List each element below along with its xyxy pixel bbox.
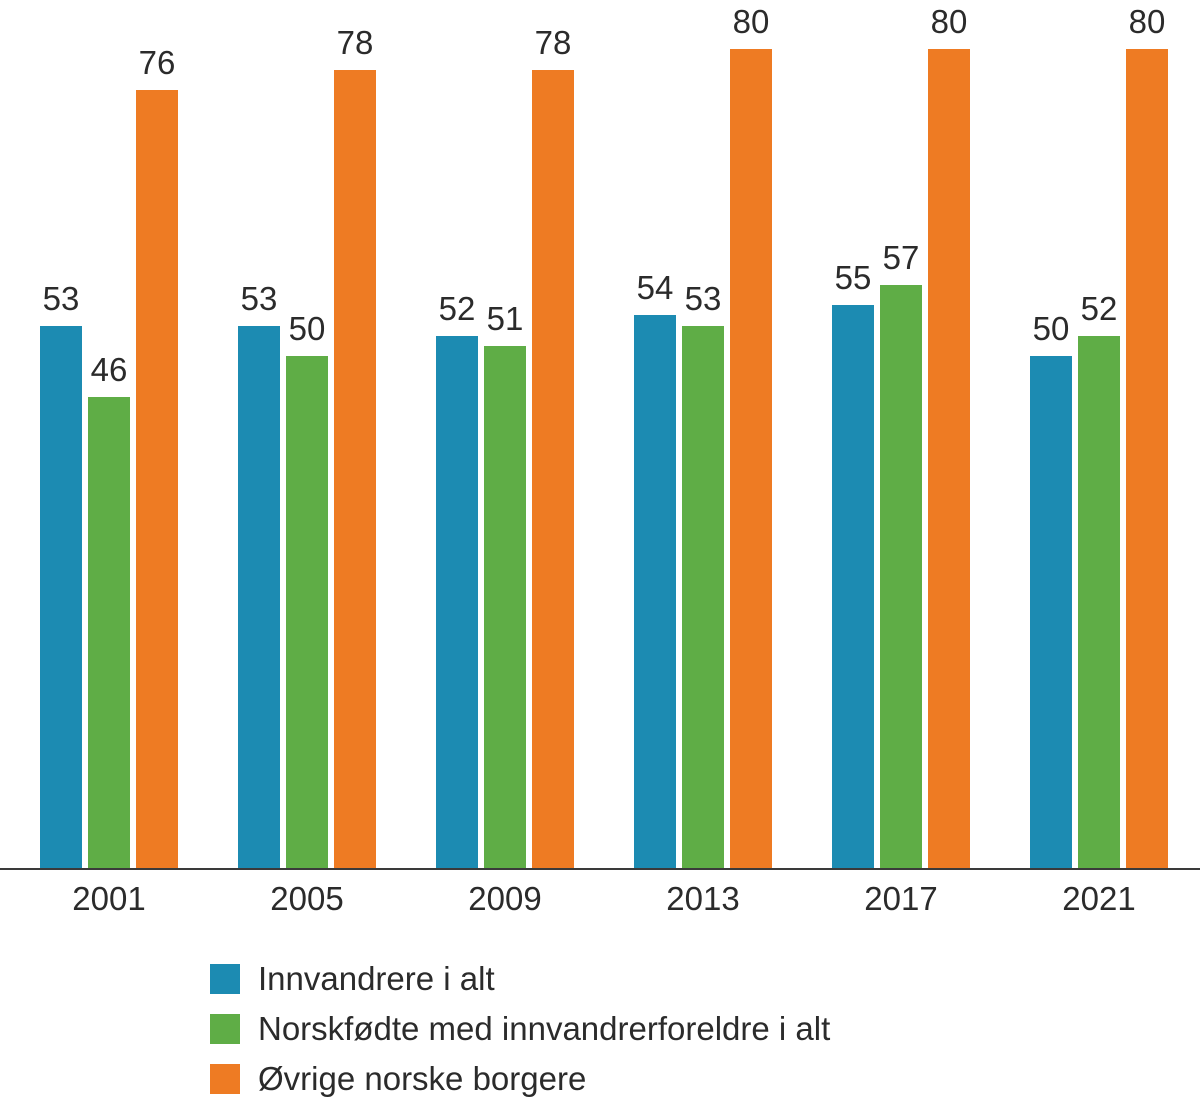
bar-innvandrere — [238, 326, 280, 868]
bar-ovrige — [532, 70, 574, 868]
bar-value-label: 55 — [835, 259, 872, 297]
x-axis-labels: 2001 2005 2009 2013 2017 2021 — [0, 870, 1200, 930]
bar-value-label: 80 — [1129, 3, 1166, 41]
bar-norskfodte — [1078, 336, 1120, 868]
legend-item-innvandrere: Innvandrere i alt — [210, 960, 830, 998]
bar-value-label: 46 — [91, 351, 128, 389]
legend-item-norskfodte: Norskfødte med innvandrerforeldre i alt — [210, 1010, 830, 1048]
legend: Innvandrere i alt Norskfødte med innvandr… — [210, 960, 830, 1110]
legend-label: Norskfødte med innvandrerforeldre i alt — [258, 1010, 830, 1048]
bar-innvandrere — [1030, 356, 1072, 868]
bar-innvandrere — [436, 336, 478, 868]
bar-innvandrere — [40, 326, 82, 868]
bar-norskfodte — [880, 285, 922, 868]
bar-value-label: 51 — [487, 300, 524, 338]
x-tick-label: 2017 — [864, 880, 937, 918]
legend-label: Innvandrere i alt — [258, 960, 495, 998]
bar-value-label: 52 — [439, 290, 476, 328]
legend-label: Øvrige norske borgere — [258, 1060, 586, 1098]
bar-innvandrere — [634, 315, 676, 868]
bar-innvandrere — [832, 305, 874, 868]
bar-norskfodte — [484, 346, 526, 868]
bar-chart: 53 46 76 53 50 78 52 51 78 54 53 80 55 57 80 50 52 80 200… — [0, 0, 1200, 1097]
x-tick-label: 2021 — [1062, 880, 1135, 918]
bar-value-label: 78 — [337, 24, 374, 62]
bar-norskfodte — [286, 356, 328, 868]
bar-value-label: 53 — [43, 280, 80, 318]
bar-ovrige — [1126, 49, 1168, 868]
bar-norskfodte — [682, 326, 724, 868]
bar-value-label: 78 — [535, 24, 572, 62]
bar-norskfodte — [88, 397, 130, 868]
bar-value-label: 76 — [139, 44, 176, 82]
legend-swatch — [210, 1014, 240, 1044]
bar-value-label: 53 — [685, 280, 722, 318]
bar-value-label: 80 — [931, 3, 968, 41]
bar-ovrige — [730, 49, 772, 868]
plot-area: 53 46 76 53 50 78 52 51 78 54 53 80 55 57 80 50 52 80 — [0, 0, 1200, 870]
bar-value-label: 52 — [1081, 290, 1118, 328]
bar-ovrige — [136, 90, 178, 868]
x-tick-label: 2013 — [666, 880, 739, 918]
bar-value-label: 50 — [1033, 310, 1070, 348]
legend-item-ovrige: Øvrige norske borgere — [210, 1060, 830, 1098]
bar-value-label: 54 — [637, 269, 674, 307]
x-tick-label: 2001 — [72, 880, 145, 918]
x-tick-label: 2005 — [270, 880, 343, 918]
legend-swatch — [210, 964, 240, 994]
bar-value-label: 50 — [289, 310, 326, 348]
bar-ovrige — [334, 70, 376, 868]
bar-value-label: 80 — [733, 3, 770, 41]
bar-value-label: 53 — [241, 280, 278, 318]
bar-ovrige — [928, 49, 970, 868]
bar-value-label: 57 — [883, 239, 920, 277]
x-tick-label: 2009 — [468, 880, 541, 918]
legend-swatch — [210, 1064, 240, 1094]
